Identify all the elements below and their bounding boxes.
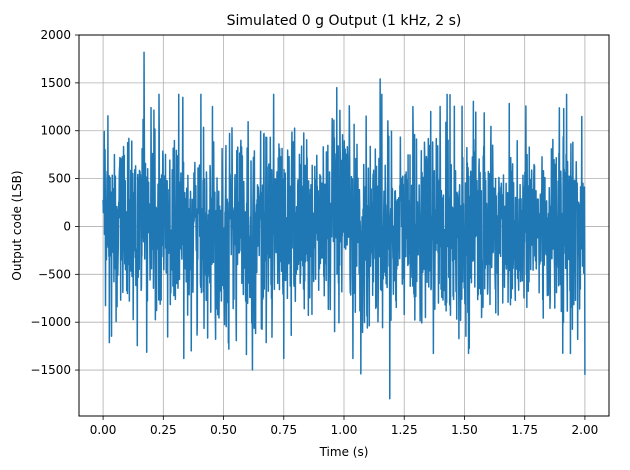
x-tick-label: 1.25 [391,423,418,437]
x-tick-label: 0.75 [270,423,297,437]
x-tick-label: 0.00 [90,423,117,437]
y-axis: −1500 −1000 −500 0 500 1000 1500 2000 [30,28,79,377]
x-tick-label: 0.25 [150,423,177,437]
y-tick-label: 1000 [40,124,71,138]
x-tick-label: 0.50 [210,423,237,437]
x-tick-label: 1.50 [451,423,478,437]
y-tick-label: 500 [48,172,71,186]
y-tick-label: −1000 [30,315,71,329]
x-axis: 0.00 0.25 0.50 0.75 1.00 1.25 1.50 1.75 2.00 [90,416,599,437]
y-axis-label: Output code (LSB) [10,170,24,280]
chart-title: Simulated 0 g Output (1 kHz, 2 s) [227,13,462,29]
y-tick-label: −500 [38,267,71,281]
x-axis-label: Time (s) [319,445,369,459]
x-tick-label: 1.75 [511,423,538,437]
y-tick-label: 2000 [40,28,71,42]
y-tick-label: −1500 [30,363,71,377]
y-tick-label: 1500 [40,76,71,90]
x-tick-label: 1.00 [331,423,358,437]
y-tick-label: 0 [63,219,71,233]
series-line [102,51,586,400]
x-tick-label: 2.00 [572,423,599,437]
series-layer [102,51,586,400]
